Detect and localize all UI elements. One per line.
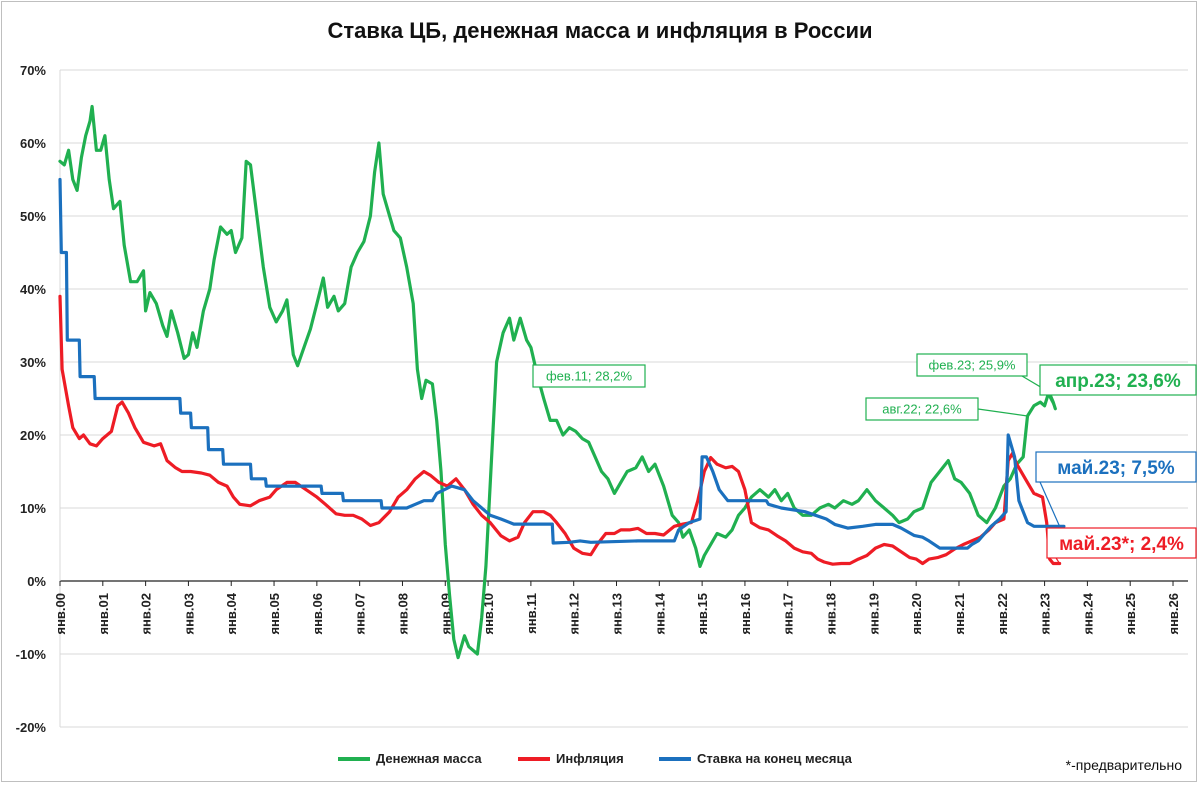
x-tick-label: янв.21	[952, 593, 967, 635]
x-tick-label: янв.23	[1038, 593, 1053, 635]
x-tick-label: янв.22	[995, 593, 1010, 635]
legend-label-rate: Ставка на конец месяца	[697, 751, 852, 766]
chart-title: Ставка ЦБ, денежная масса и инфляция в Р…	[327, 18, 873, 43]
x-tick-label: янв.17	[781, 593, 796, 635]
x-tick-label: янв.02	[139, 593, 154, 635]
x-tick-label: янв.20	[909, 593, 924, 635]
legend-swatch-rate	[659, 756, 691, 761]
annotation-box	[1039, 364, 1197, 396]
x-tick-label: янв.25	[1123, 593, 1138, 635]
x-tick-label: янв.04	[224, 592, 239, 634]
annotation-box	[1035, 451, 1197, 483]
x-tick-label: янв.01	[96, 593, 111, 635]
y-tick-label: 20%	[20, 428, 46, 443]
y-tick-label: -10%	[16, 647, 47, 662]
x-tick-label: янв.24	[1080, 592, 1095, 634]
series-line-inflation	[58, 294, 1062, 566]
legend-item-money: Денежная масса	[338, 751, 482, 766]
y-tick-label: 50%	[20, 209, 46, 224]
annotation-leader	[1039, 481, 1061, 527]
annotation-label: май.23*; 2,4%	[1059, 534, 1184, 555]
legend-swatch-money	[338, 756, 370, 761]
annotation-box	[865, 397, 979, 421]
footnote: *-предварительно	[1065, 757, 1182, 773]
x-tick-label: янв.15	[695, 593, 710, 635]
y-tick-label: 60%	[20, 136, 46, 151]
x-tick-label: янв.19	[866, 593, 881, 635]
series-line-key-rate	[58, 177, 1066, 550]
annotation-label: май.23; 7,5%	[1057, 458, 1174, 479]
y-tick-label: 40%	[20, 282, 46, 297]
legend-item-rate: Ставка на конец месяца	[659, 751, 852, 766]
legend-label-inflation: Инфляция	[556, 751, 624, 766]
x-tick-label: янв.18	[824, 593, 839, 635]
annotation-label: фев.23; 25,9%	[929, 358, 1016, 373]
y-tick-label: 0%	[27, 574, 46, 589]
annotation-label: апр.23; 23,6%	[1055, 371, 1181, 392]
annotation-label: фев.11; 28,2%	[546, 369, 632, 384]
x-tick-label: янв.06	[310, 593, 325, 635]
legend-label-money: Денежная масса	[376, 751, 482, 766]
y-tick-label: 70%	[20, 63, 46, 78]
series-line-money-supply	[58, 104, 1057, 660]
annotation-box	[916, 353, 1028, 377]
x-tick-label: янв.11	[524, 593, 539, 634]
x-tick-label: янв.26	[1166, 593, 1181, 635]
x-tick-label: янв.12	[567, 593, 582, 635]
x-tick-label: янв.08	[395, 593, 410, 635]
annotation-box	[1046, 527, 1197, 559]
annotation-leader	[977, 408, 1028, 417]
x-tick-label: янв.07	[353, 593, 368, 635]
x-tick-label: янв.03	[181, 593, 196, 635]
y-tick-label: 30%	[20, 355, 46, 370]
x-tick-label: янв.00	[53, 593, 68, 635]
x-tick-label: янв.10	[481, 593, 496, 635]
annotation-box	[532, 364, 646, 388]
x-tick-label: янв.13	[610, 593, 625, 635]
x-tick-label: янв.16	[738, 593, 753, 635]
x-tick-label: янв.05	[267, 593, 282, 635]
legend-swatch-inflation	[518, 756, 550, 761]
y-tick-label: 10%	[20, 501, 46, 516]
y-tick-label: -20%	[16, 720, 47, 735]
chart-legend: Денежная масса Инфляция Ставка на конец …	[0, 745, 1200, 773]
legend-item-inflation: Инфляция	[518, 751, 624, 766]
annotation-label: авг.22; 22,6%	[882, 402, 962, 417]
x-tick-label: янв.14	[652, 592, 667, 634]
